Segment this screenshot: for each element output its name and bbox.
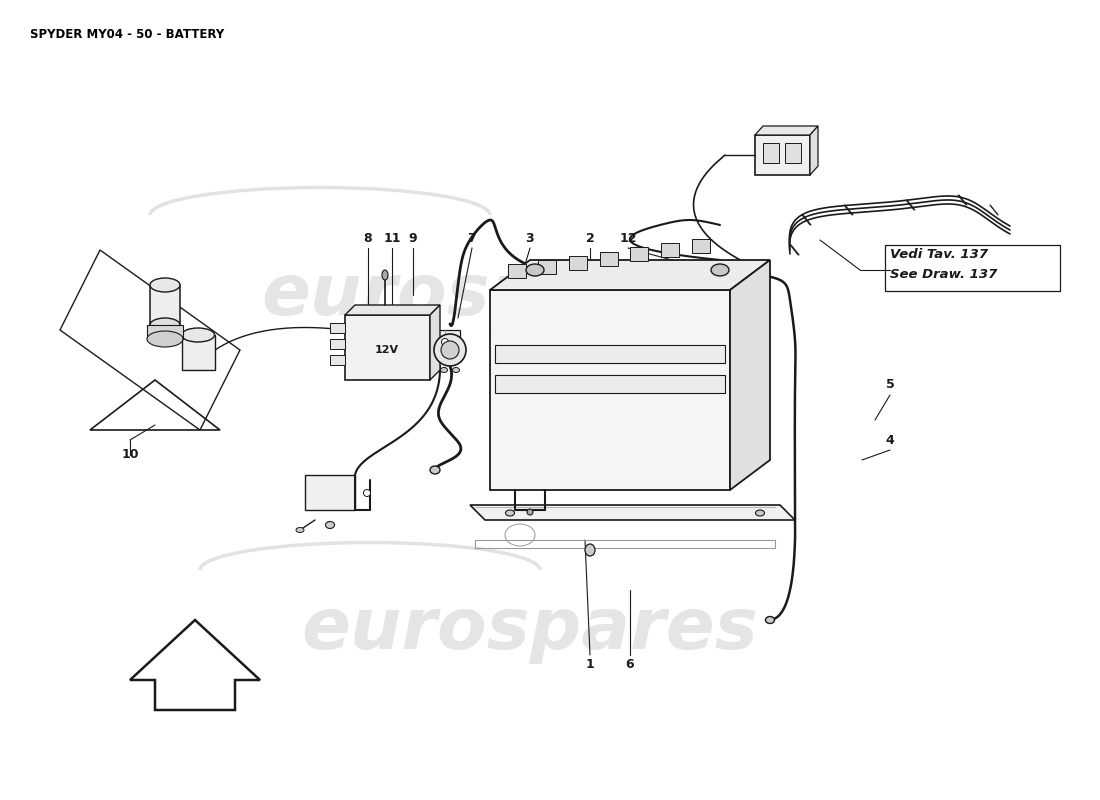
Ellipse shape xyxy=(326,522,334,529)
Polygon shape xyxy=(430,305,440,380)
Bar xyxy=(630,247,648,261)
Text: 1: 1 xyxy=(585,658,594,671)
Bar xyxy=(495,345,725,363)
Bar xyxy=(886,245,1060,291)
Polygon shape xyxy=(730,260,770,490)
Polygon shape xyxy=(345,305,440,315)
Ellipse shape xyxy=(440,367,448,373)
Bar xyxy=(330,323,345,333)
Ellipse shape xyxy=(766,617,774,623)
Bar xyxy=(147,325,183,339)
Text: 6: 6 xyxy=(626,658,635,671)
Text: 11: 11 xyxy=(383,231,400,245)
Text: 8: 8 xyxy=(364,231,372,245)
Text: 9: 9 xyxy=(409,231,417,245)
Text: 10: 10 xyxy=(121,449,139,462)
Text: 12V: 12V xyxy=(375,345,399,355)
Ellipse shape xyxy=(452,367,460,373)
Ellipse shape xyxy=(182,328,214,342)
Bar xyxy=(569,256,587,270)
Bar xyxy=(755,135,810,175)
Ellipse shape xyxy=(441,341,459,359)
Text: eurospares: eurospares xyxy=(301,595,758,665)
Ellipse shape xyxy=(150,318,180,332)
Ellipse shape xyxy=(434,334,466,366)
Ellipse shape xyxy=(527,509,534,515)
Text: 7: 7 xyxy=(468,231,476,245)
Text: 4: 4 xyxy=(886,434,894,446)
Bar xyxy=(538,260,556,274)
Bar xyxy=(600,252,618,266)
Text: eurospares: eurospares xyxy=(262,261,718,330)
Bar xyxy=(495,375,725,393)
Text: SPYDER MY04 - 50 - BATTERY: SPYDER MY04 - 50 - BATTERY xyxy=(30,28,224,41)
Ellipse shape xyxy=(296,527,304,533)
Bar xyxy=(785,143,801,163)
Ellipse shape xyxy=(147,331,183,347)
Ellipse shape xyxy=(756,510,764,516)
Bar xyxy=(430,330,460,355)
Bar xyxy=(330,355,345,365)
Polygon shape xyxy=(810,126,818,175)
Ellipse shape xyxy=(441,338,449,346)
Bar xyxy=(508,264,526,278)
Bar xyxy=(330,339,345,349)
Ellipse shape xyxy=(711,264,729,276)
Polygon shape xyxy=(470,505,795,520)
Text: 2: 2 xyxy=(585,231,594,245)
Ellipse shape xyxy=(363,490,371,497)
Text: 12: 12 xyxy=(619,231,637,245)
Text: See Draw. 137: See Draw. 137 xyxy=(890,268,998,281)
Ellipse shape xyxy=(150,278,180,292)
Ellipse shape xyxy=(585,544,595,556)
Bar xyxy=(345,315,430,380)
Bar xyxy=(305,475,355,510)
Bar xyxy=(475,540,776,548)
Bar xyxy=(692,239,710,253)
Ellipse shape xyxy=(382,270,388,280)
Bar xyxy=(661,243,679,257)
Text: 3: 3 xyxy=(526,231,535,245)
Polygon shape xyxy=(150,285,180,325)
Polygon shape xyxy=(182,335,214,370)
Text: 5: 5 xyxy=(886,378,894,391)
Ellipse shape xyxy=(430,466,440,474)
Ellipse shape xyxy=(526,264,544,276)
Polygon shape xyxy=(755,126,818,135)
Polygon shape xyxy=(490,290,730,490)
Bar xyxy=(763,143,779,163)
Polygon shape xyxy=(490,260,770,290)
Ellipse shape xyxy=(506,510,515,516)
Text: Vedi Tav. 137: Vedi Tav. 137 xyxy=(890,248,988,261)
Polygon shape xyxy=(130,620,260,710)
